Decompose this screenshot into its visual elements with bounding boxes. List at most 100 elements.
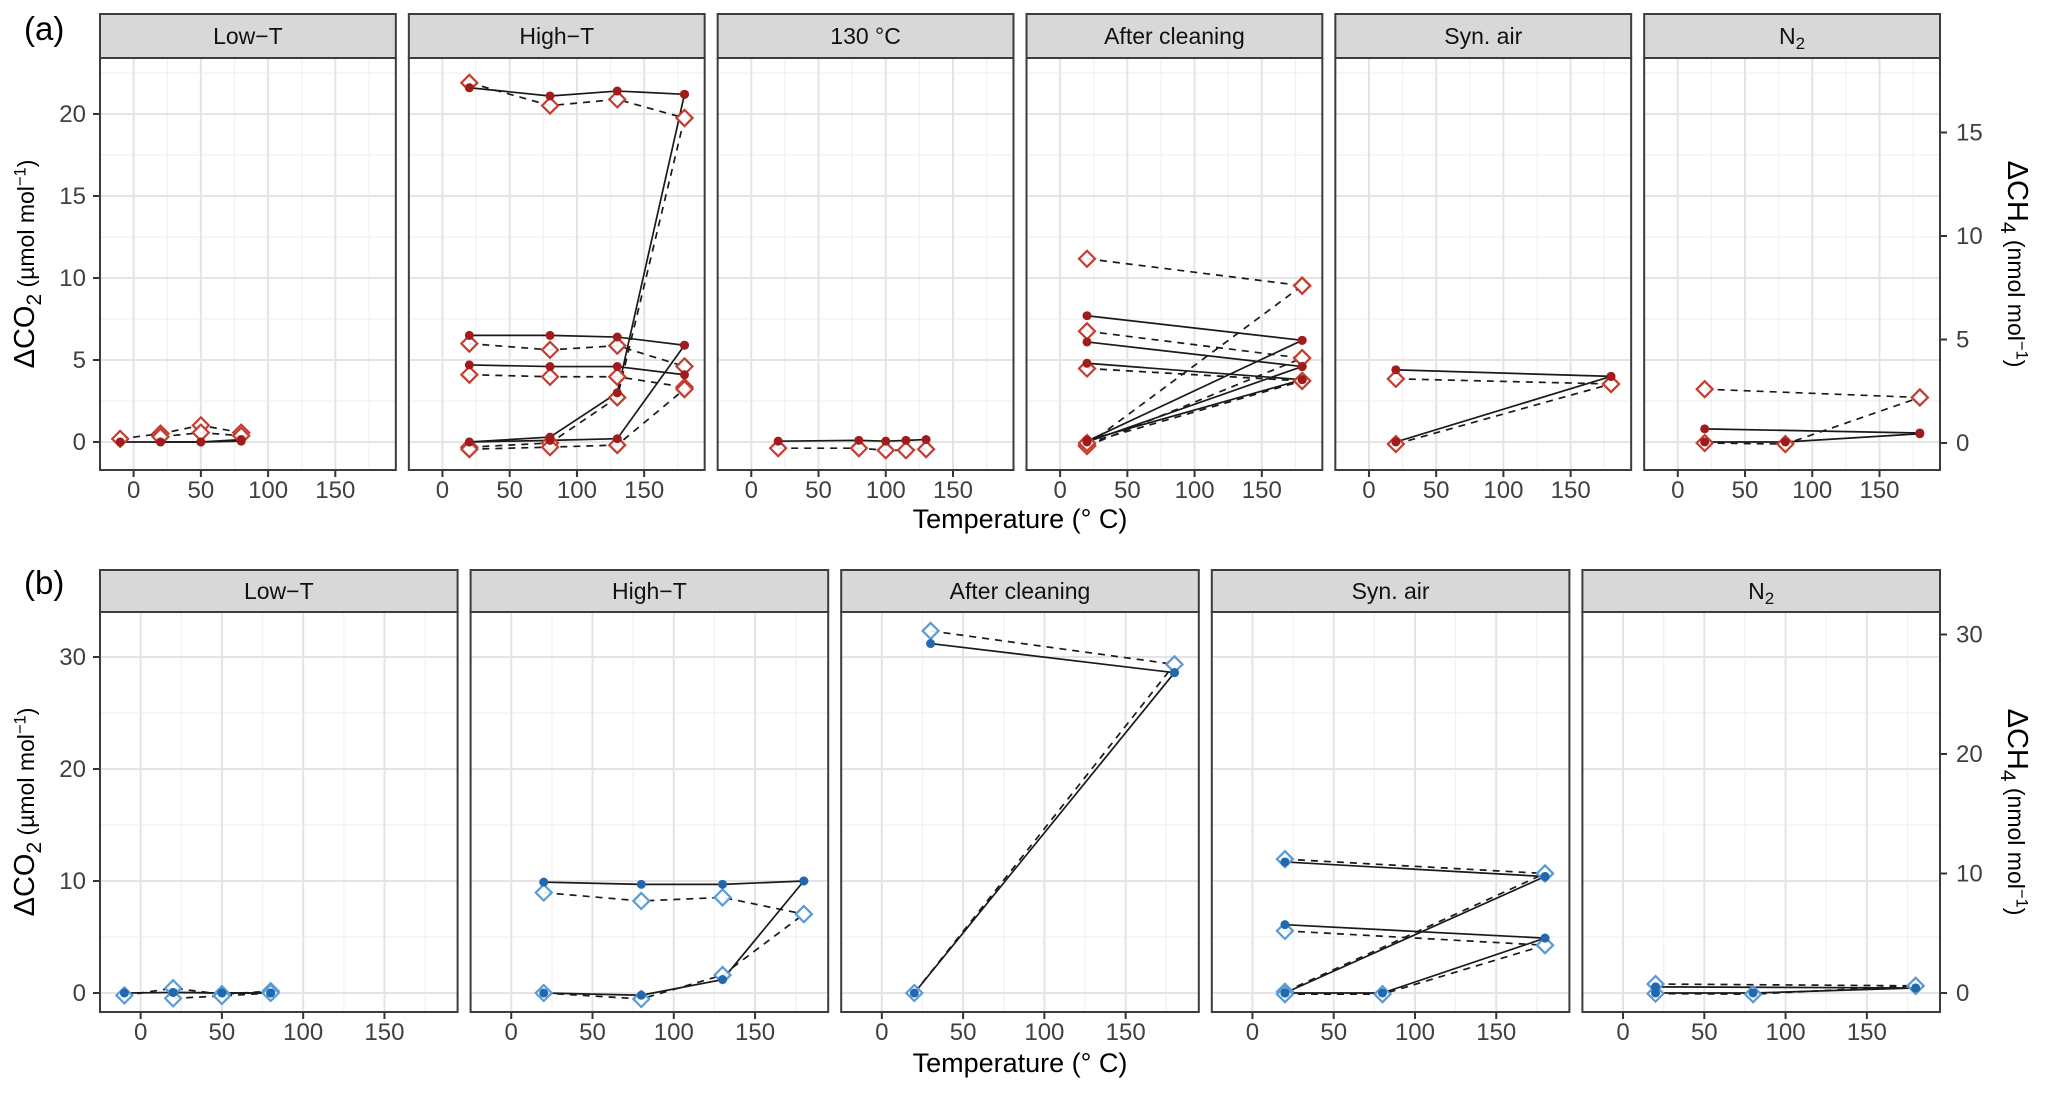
co2-dot-marker [612,332,622,342]
y-left-tick-label: 5 [73,347,86,374]
co2-series-line [1086,339,1303,442]
co2-dot-marker [545,435,555,445]
facet-panel-border [99,57,397,471]
ch4-series-line [1395,383,1612,445]
ch4-open-diamond-marker [607,367,627,387]
facet-panel [470,612,829,1012]
co2-dot-marker [156,437,166,447]
co2-dot-marker [921,435,931,445]
x-tick-label: 50 [1732,477,1759,504]
co2-dot-marker [636,879,646,889]
co2-series-line [1395,375,1612,443]
facet-title: Syn. air [1352,578,1430,604]
y-right-tick-label: 5 [1956,327,1969,354]
co2-dot-marker [539,988,549,998]
facet-panel [1211,612,1570,1012]
ch4-open-diamond-marker [607,336,627,356]
co2-dot-marker [881,436,891,446]
ch4-open-diamond-marker [794,904,814,924]
ch4-open-diamond-marker [540,437,560,457]
ch4-series-line [1704,388,1920,399]
ch4-series-line [913,663,1176,994]
ch4-open-diamond-marker [921,621,941,641]
y-right-axis-title-row-a: ΔCH4 (nmol mol−1) [1996,160,2033,368]
ch4-open-diamond-marker [631,891,651,911]
co2-dot-marker [1280,920,1290,930]
ch4-open-diamond-marker [768,438,788,458]
x-tick-label: 150 [315,477,355,504]
ch4-open-diamond-marker [1601,374,1621,394]
y-left-tick-label: 30 [59,644,86,671]
x-tick-label: 100 [1792,477,1832,504]
co2-series-line [543,880,804,886]
co2-dot-marker [464,83,474,93]
x-tick-label: 150 [624,477,664,504]
co2-series-line [1655,985,1916,989]
co2-dot-marker [266,988,276,998]
x-tick-label: 0 [1362,477,1375,504]
x-axis-title-row-a: Temperature (° C) [913,504,1128,535]
x-axis-title-text: Temperature (° C) [912,1048,1128,1078]
co2-dot-marker [464,437,474,447]
ch4-series-line [1395,377,1612,385]
co2-dot-marker [1169,668,1179,678]
ch4-open-diamond-marker [712,887,733,907]
co2-dot-marker [545,91,555,101]
x-tick-label: 150 [1847,1019,1887,1046]
facet-panel [717,58,1014,470]
facet-panel-border [1025,57,1324,471]
co2-dot-marker [168,987,178,997]
co2-series-line [469,86,685,97]
facet-panel-border [840,611,1200,1013]
x-tick-label: 50 [496,477,523,504]
facet-panel [841,612,1199,1012]
ch4-open-diamond-marker [607,89,627,109]
facet-strip [99,13,397,59]
facet-panel [1026,58,1323,470]
co2-dot-marker [909,988,919,998]
x-tick-label: 150 [1859,477,1899,504]
co2-series-line [1284,923,1546,939]
co2-series-line [469,364,685,376]
co2-dot-marker [196,437,206,447]
facet-strip [407,13,706,59]
co2-dot-marker [679,370,689,380]
facet-panel [1644,58,1940,470]
ch4-series-line [930,630,1175,666]
co2-dot-marker [1651,988,1661,998]
co2-dot-marker [115,437,125,447]
co2-dot-marker [1780,437,1790,447]
x-tick-label: 0 [436,477,449,504]
co2-dot-marker [464,360,474,370]
ch4-open-diamond-marker [607,435,627,455]
x-tick-label: 100 [1483,477,1523,504]
ch4-series-line [469,342,685,368]
y-left-tick-label: 20 [59,756,86,783]
co2-dot-marker [1700,437,1710,447]
x-tick-label: 50 [1691,1019,1718,1046]
ch4-series-line [469,373,685,388]
co2-dot-marker [1700,424,1710,434]
ch4-open-diamond-marker [459,334,479,354]
ch4-open-diamond-marker [540,367,560,387]
co2-dot-marker [901,435,911,445]
ch4-series-line [1284,858,1546,875]
facet-strip [99,569,459,613]
co2-series-line [913,672,1176,994]
ch4-series-line [1086,330,1303,359]
y-right-tick-label: 30 [1956,622,1983,649]
co2-series-line [1284,861,1546,878]
co2-dot-marker [612,362,622,372]
ch4-open-diamond-marker [540,96,560,116]
co2-dot-marker [545,362,555,372]
ch4-series-line [469,388,686,451]
co2-dot-marker [1391,437,1401,447]
ch4-open-diamond-marker [540,340,560,360]
co2-dot-marker [636,990,646,1000]
co2-series-line [930,642,1175,674]
x-tick-label: 0 [127,477,140,504]
co2-dot-marker [926,639,936,649]
co2-dot-marker [718,975,728,985]
ch4-open-diamond-marker [674,379,695,399]
co2-dot-marker [1082,337,1092,347]
